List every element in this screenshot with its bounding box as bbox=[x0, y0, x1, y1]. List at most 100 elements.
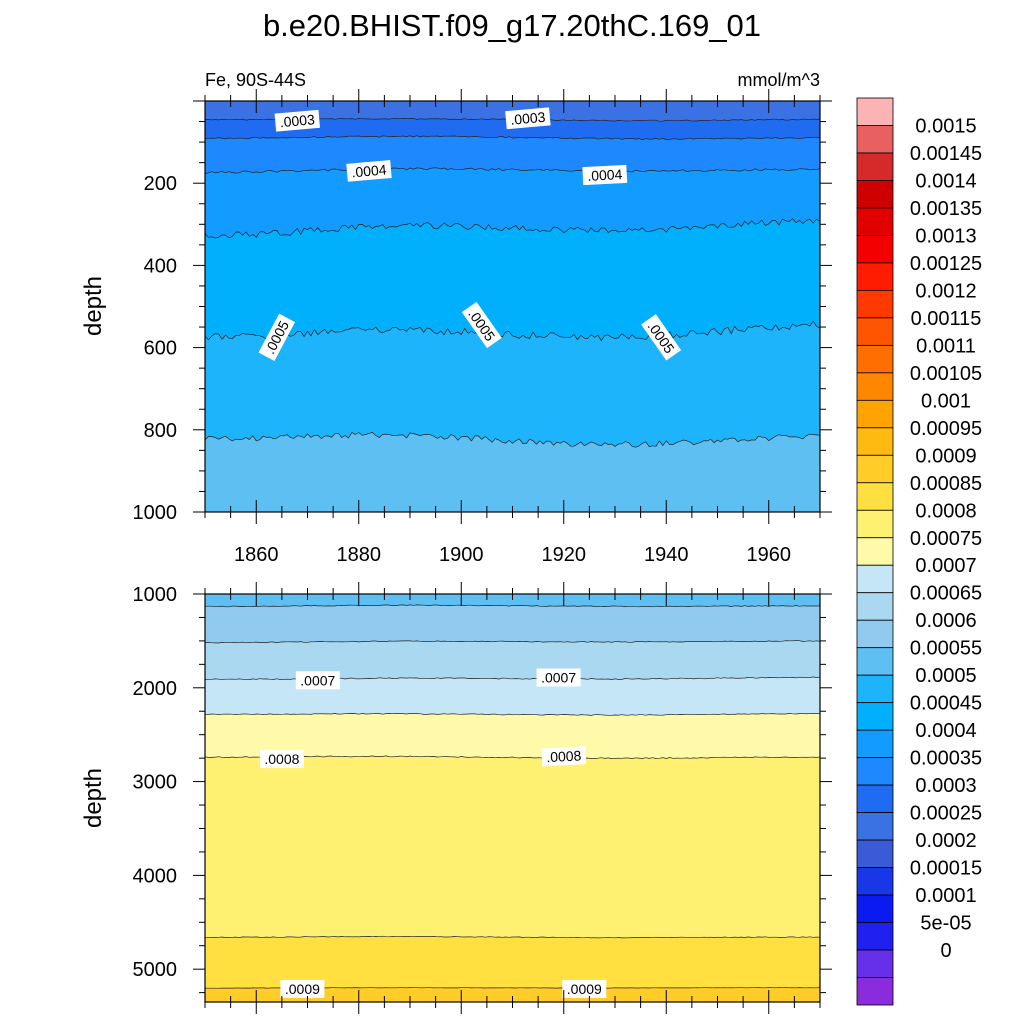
colorbar-box bbox=[856, 97, 894, 126]
colorbar-box bbox=[856, 784, 894, 814]
contour-label: .0003 bbox=[274, 109, 321, 132]
colorbar-label: 0.0015 bbox=[915, 115, 976, 137]
x-tick-label: 1880 bbox=[337, 544, 382, 566]
colorbar-label: 0.0001 bbox=[915, 885, 976, 907]
colorbar-label: 0.0002 bbox=[915, 830, 976, 852]
contour-label-box bbox=[641, 314, 682, 361]
contour-band bbox=[205, 218, 820, 341]
colorbar-label: 0.00045 bbox=[910, 693, 982, 715]
colorbar-label: 0 bbox=[940, 940, 951, 962]
colorbar-box bbox=[856, 894, 894, 923]
contour-label: .0004 bbox=[346, 160, 392, 182]
contour-band bbox=[205, 936, 820, 989]
colorbar-box bbox=[856, 509, 894, 539]
colorbar-box bbox=[856, 399, 894, 429]
contour-line bbox=[204, 640, 821, 644]
contour-band bbox=[205, 604, 820, 643]
contour-line bbox=[204, 755, 821, 759]
colorbar-label: 0.0005 bbox=[915, 665, 976, 687]
y-tick-label: 5000 bbox=[133, 959, 178, 981]
contour-label-text: .0004 bbox=[351, 161, 388, 180]
colorbar-box bbox=[856, 592, 894, 621]
contour-label: .0009 bbox=[562, 979, 607, 998]
colorbar-label: 0.00035 bbox=[910, 748, 982, 770]
contour-label-box bbox=[280, 979, 325, 998]
colorbar: 0.0015 0.00145 0.0014 0.00135 0.0013 0.00125 0… bbox=[856, 97, 982, 1006]
contour-label: .0003 bbox=[505, 107, 551, 130]
colorbar-label: 0.00075 bbox=[910, 528, 982, 550]
colorbar-box bbox=[856, 235, 894, 264]
colorbar-box bbox=[856, 537, 894, 566]
colorbar-label: 0.0008 bbox=[915, 500, 976, 522]
colorbar-label: 0.00065 bbox=[910, 583, 982, 605]
contour-label-box bbox=[461, 301, 502, 349]
colorbar-label: 0.0014 bbox=[915, 170, 976, 192]
colorbar-box bbox=[856, 839, 894, 868]
colorbar-box bbox=[856, 922, 894, 951]
contour-label-box bbox=[259, 750, 304, 769]
contour-label: .0008 bbox=[259, 750, 304, 769]
colorbar-label: 0.00145 bbox=[910, 143, 982, 165]
colorbar-label: 0.0006 bbox=[915, 610, 976, 632]
lower-panel: .0007 .0007 .0008 .0008 .0009 .0009 1000 2000 30… bbox=[133, 582, 832, 1014]
y-tick-label: 1000 bbox=[133, 502, 178, 524]
colorbar-label: 0.0012 bbox=[915, 280, 976, 302]
lower-y-axis-label: depth bbox=[80, 768, 107, 828]
contour-label-box bbox=[346, 160, 392, 182]
colorbar-box bbox=[856, 949, 894, 978]
colorbar-box bbox=[856, 729, 894, 759]
y-tick-label: 800 bbox=[144, 420, 177, 442]
contour-label-text: .0009 bbox=[285, 981, 320, 997]
y-tick-label: 3000 bbox=[133, 772, 178, 794]
colorbar-box bbox=[856, 674, 894, 704]
contour-line bbox=[204, 604, 821, 608]
contour-label: .0007 bbox=[536, 668, 581, 687]
colorbar-box bbox=[856, 757, 894, 786]
contour-label: .0007 bbox=[295, 671, 340, 690]
contour-line bbox=[204, 135, 821, 140]
x-tick-label: 1940 bbox=[644, 544, 689, 566]
contour-label-box bbox=[582, 164, 628, 186]
contour-line bbox=[204, 320, 821, 342]
contour-label-text: .0003 bbox=[510, 109, 547, 128]
colorbar-box bbox=[856, 867, 894, 896]
contour-band bbox=[205, 640, 820, 680]
contour-band bbox=[205, 676, 820, 716]
contour-label-text: .0008 bbox=[546, 747, 582, 765]
units-label: mmol/m^3 bbox=[738, 70, 820, 90]
y-tick-label: 400 bbox=[144, 255, 177, 277]
colorbar-box bbox=[856, 125, 894, 154]
upper-y-axis-label: depth bbox=[80, 276, 107, 336]
colorbar-label: 0.001 bbox=[921, 390, 971, 412]
contour-label: .0008 bbox=[541, 746, 587, 767]
contour-band bbox=[205, 432, 820, 512]
colorbar-box bbox=[856, 372, 894, 401]
contour-label-box bbox=[258, 313, 296, 361]
contour-label-box bbox=[295, 671, 340, 690]
contour-line bbox=[204, 935, 821, 939]
colorbar-box bbox=[856, 289, 894, 319]
colorbar-label: 0.00055 bbox=[910, 638, 982, 660]
contour-line bbox=[204, 167, 821, 174]
contour-label-text: .0004 bbox=[587, 166, 623, 184]
colorbar-label: 0.00125 bbox=[910, 253, 982, 275]
x-tick-label: 1920 bbox=[542, 544, 587, 566]
colorbar-label: 0.00015 bbox=[910, 858, 982, 880]
contour-label-text: .0007 bbox=[541, 670, 576, 686]
contour-label-text: .0008 bbox=[264, 751, 299, 767]
contour-label-box bbox=[536, 668, 581, 687]
contour-band bbox=[205, 135, 820, 174]
colorbar-box bbox=[856, 812, 894, 841]
colorbar-box bbox=[856, 702, 894, 731]
colorbar-box bbox=[856, 180, 894, 209]
colorbar-label: 0.00115 bbox=[911, 308, 982, 330]
colorbar-box bbox=[856, 619, 894, 649]
x-tick-label: 1860 bbox=[234, 544, 279, 566]
colorbar-box bbox=[856, 152, 894, 181]
colorbar-label: 0.0011 bbox=[916, 335, 976, 357]
contour-label-box bbox=[541, 746, 587, 767]
contour-label-box bbox=[505, 107, 551, 130]
contour-band bbox=[205, 713, 820, 759]
colorbar-box bbox=[856, 344, 894, 374]
